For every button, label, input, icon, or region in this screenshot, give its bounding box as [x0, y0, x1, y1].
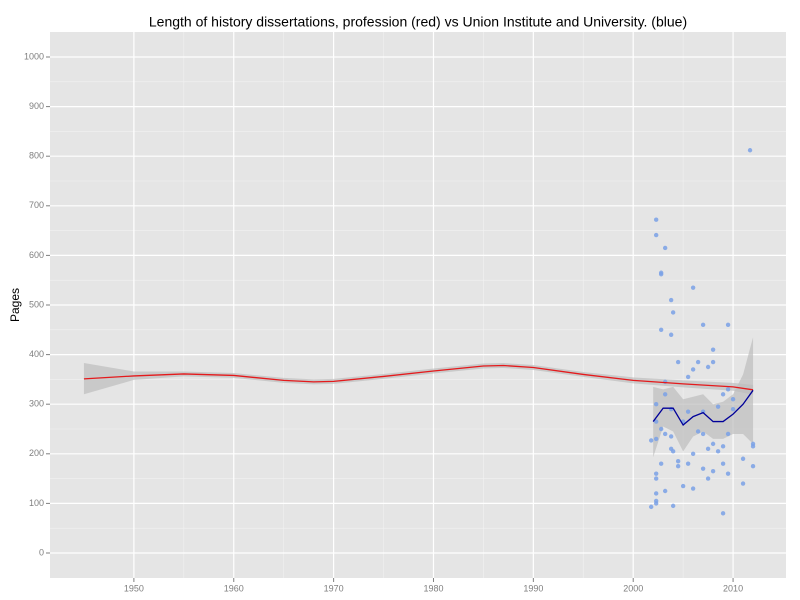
data-point — [710, 359, 716, 365]
data-point — [653, 471, 659, 476]
data-point — [705, 446, 711, 452]
data-point — [662, 392, 668, 397]
y-tick-label: 200 — [29, 448, 44, 458]
data-point — [720, 444, 726, 449]
data-point — [725, 387, 731, 392]
data-point — [685, 409, 691, 414]
smooth-line — [83, 364, 754, 391]
data-point — [658, 461, 664, 466]
data-point — [750, 464, 756, 469]
data-point — [653, 232, 659, 238]
data-point — [658, 327, 664, 333]
chart-title: Length of history dissertations, profess… — [149, 14, 687, 30]
data-point — [720, 511, 726, 516]
data-point — [685, 374, 691, 380]
x-tick-label: 1970 — [324, 583, 344, 593]
data-point — [725, 471, 731, 476]
y-tick-label: 700 — [29, 200, 44, 210]
data-point — [690, 285, 696, 290]
data-point — [653, 402, 659, 407]
smooth-line — [652, 389, 754, 427]
data-point — [695, 359, 701, 365]
data-point — [690, 367, 696, 372]
data-point — [715, 449, 721, 454]
data-point — [658, 272, 664, 277]
data-point — [700, 431, 706, 437]
data-point — [747, 148, 753, 153]
y-tick-label: 100 — [29, 498, 44, 508]
data-point — [653, 436, 659, 442]
x-tick-label: 1950 — [124, 583, 144, 593]
data-point — [653, 419, 659, 424]
data-point — [740, 456, 746, 461]
y-tick-label: 500 — [29, 299, 44, 309]
x-tick-label: 2000 — [623, 583, 643, 593]
data-point — [710, 441, 716, 447]
data-point — [710, 468, 716, 474]
data-point — [675, 459, 681, 464]
data-point — [662, 488, 668, 494]
data-point — [690, 486, 696, 491]
data-point — [710, 347, 716, 352]
data-point — [670, 310, 676, 315]
y-tick-label: 400 — [29, 349, 44, 359]
y-axis-label: Pages — [8, 288, 22, 322]
data-point — [700, 466, 706, 471]
data-point — [730, 406, 736, 412]
data-point — [662, 245, 668, 251]
x-tick-label: 1990 — [523, 583, 543, 593]
data-point — [750, 444, 756, 449]
data-point — [653, 476, 659, 481]
data-point — [668, 332, 674, 337]
data-point — [700, 322, 706, 328]
data-point — [720, 461, 726, 466]
data-point — [680, 483, 686, 489]
data-point — [725, 322, 731, 328]
x-tick-label: 2010 — [723, 583, 743, 593]
data-point — [670, 449, 676, 454]
data-point — [725, 431, 731, 437]
data-point — [662, 431, 668, 437]
data-point — [653, 217, 659, 222]
data-point — [668, 297, 674, 303]
data-point — [740, 481, 746, 486]
y-tick-label: 900 — [29, 101, 44, 111]
data-point — [715, 404, 721, 409]
data-point — [690, 451, 696, 457]
data-point — [695, 429, 701, 434]
x-tick-label: 1980 — [423, 583, 443, 593]
y-tick-label: 1000 — [24, 51, 44, 61]
data-point — [648, 504, 654, 510]
data-point — [668, 434, 674, 439]
y-tick-label: 0 — [39, 547, 44, 557]
data-point — [685, 461, 691, 466]
data-point — [653, 491, 659, 496]
data-point — [705, 476, 711, 481]
data-point — [648, 438, 654, 443]
data-point — [653, 501, 659, 506]
x-tick-label: 1960 — [224, 583, 244, 593]
data-point — [658, 426, 664, 432]
data-point — [675, 359, 681, 365]
data-point — [720, 392, 726, 397]
y-tick-label: 800 — [29, 151, 44, 161]
data-point — [730, 397, 736, 402]
data-point — [670, 503, 676, 509]
data-point — [705, 364, 711, 370]
confidence-band — [653, 337, 754, 458]
y-tick-label: 300 — [29, 399, 44, 409]
y-tick-label: 600 — [29, 250, 44, 260]
data-point — [675, 464, 681, 469]
